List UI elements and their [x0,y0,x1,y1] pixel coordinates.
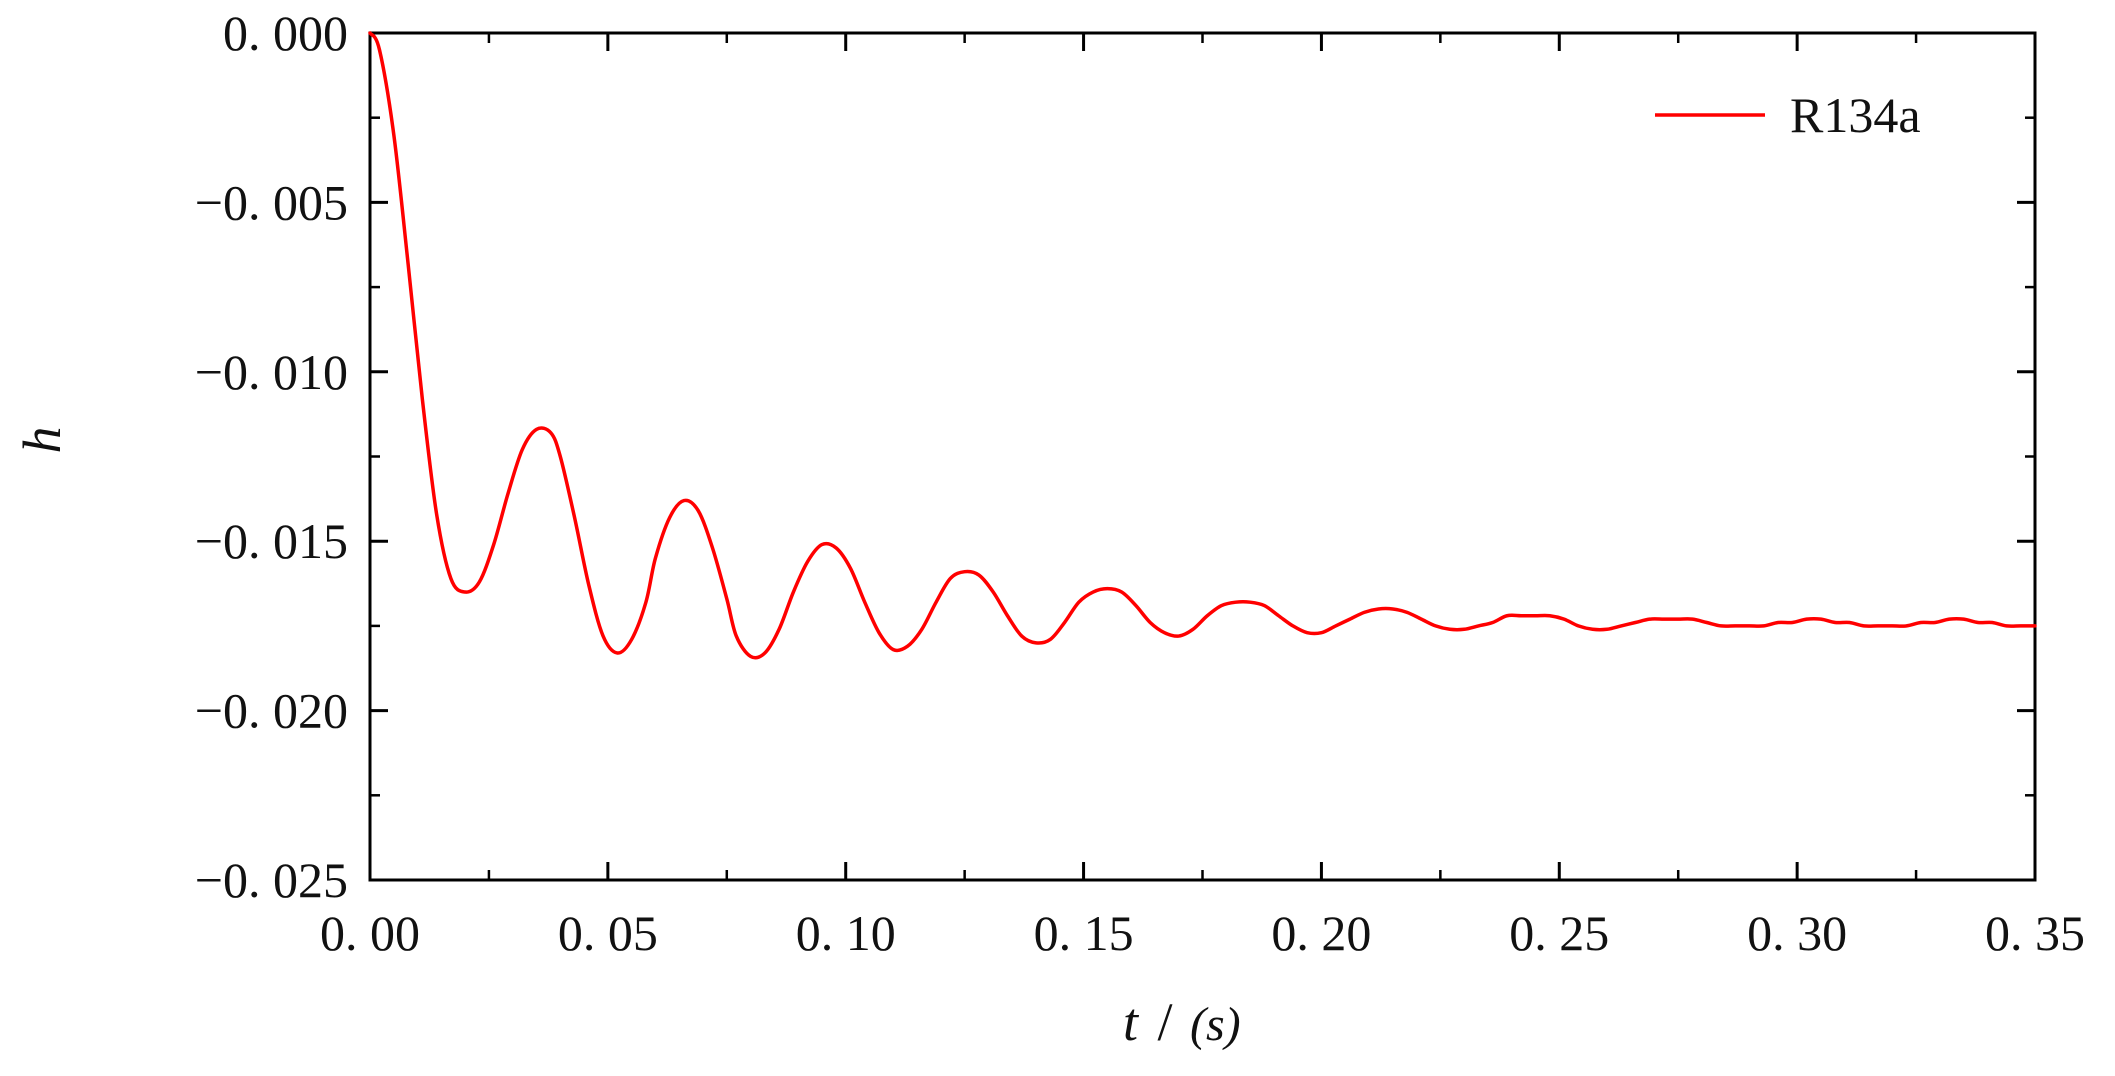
y-tick-label: −0. 010 [195,344,348,400]
x-tick-label: 0. 10 [796,905,896,961]
x-tick-label: 0. 20 [1271,905,1371,961]
y-axis-tick-labels: 0. 000 −0. 005 −0. 010 −0. 015 −0. 020 −0. 02… [195,5,348,908]
x-axis-unit: (s) [1190,998,1241,1051]
y-tick-label: −0. 005 [195,174,348,230]
y-tick-label: 0. 000 [223,5,348,61]
x-tick-label: 0. 25 [1509,905,1609,961]
series-line-r134a [368,31,2037,660]
x-tick-label: 0. 35 [1985,905,2085,961]
legend-label-r134a: R134a [1790,87,1921,143]
x-axis-tick-labels: 0. 00 0. 05 0. 10 0. 15 0. 20 0. 25 0. 30 0. 35 [320,905,2085,961]
y-axis-label: h [12,427,72,454]
x-tick-label: 0. 00 [320,905,420,961]
x-axis-label: t [1123,992,1140,1052]
x-tick-label: 0. 15 [1034,905,1134,961]
y-tick-label: −0. 025 [195,852,348,908]
x-axis-label-separator: / [1157,992,1172,1052]
legend: R134a [1655,87,1921,143]
x-axis-ticks [368,33,2037,880]
x-tick-label: 0. 05 [558,905,658,961]
y-axis-ticks [370,31,2035,882]
x-tick-label: 0. 30 [1747,905,1847,961]
y-tick-label: −0. 015 [195,513,348,569]
y-tick-label: −0. 020 [195,683,348,739]
plot-frame [368,31,2037,882]
